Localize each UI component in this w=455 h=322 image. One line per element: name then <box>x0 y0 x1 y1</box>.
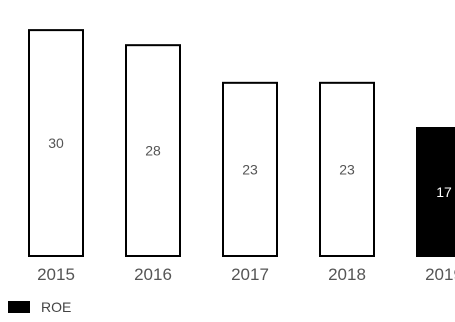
data-label-2017: 23 <box>242 161 258 177</box>
bar-2016 <box>125 44 181 258</box>
data-label-2015: 30 <box>48 135 64 151</box>
x-tick-label-2018: 2018 <box>328 265 366 284</box>
x-tick-label-2017: 2017 <box>231 265 269 284</box>
bar-2019 <box>416 127 455 257</box>
data-label-2016: 28 <box>145 143 161 159</box>
x-tick-label-2016: 2016 <box>134 265 172 284</box>
legend-label-roe: ROE <box>41 299 72 315</box>
x-tick-label-2015: 2015 <box>37 265 75 284</box>
x-tick-label-2019: 2019 <box>425 265 455 284</box>
data-label-2018: 23 <box>339 161 355 177</box>
data-label-2019: 17 <box>436 184 452 200</box>
legend-swatch-roe <box>8 301 30 313</box>
bar-2017 <box>222 81 278 257</box>
bar-2018 <box>319 81 375 257</box>
bar-2015 <box>28 29 84 258</box>
chart-legend: ROE <box>8 297 71 317</box>
